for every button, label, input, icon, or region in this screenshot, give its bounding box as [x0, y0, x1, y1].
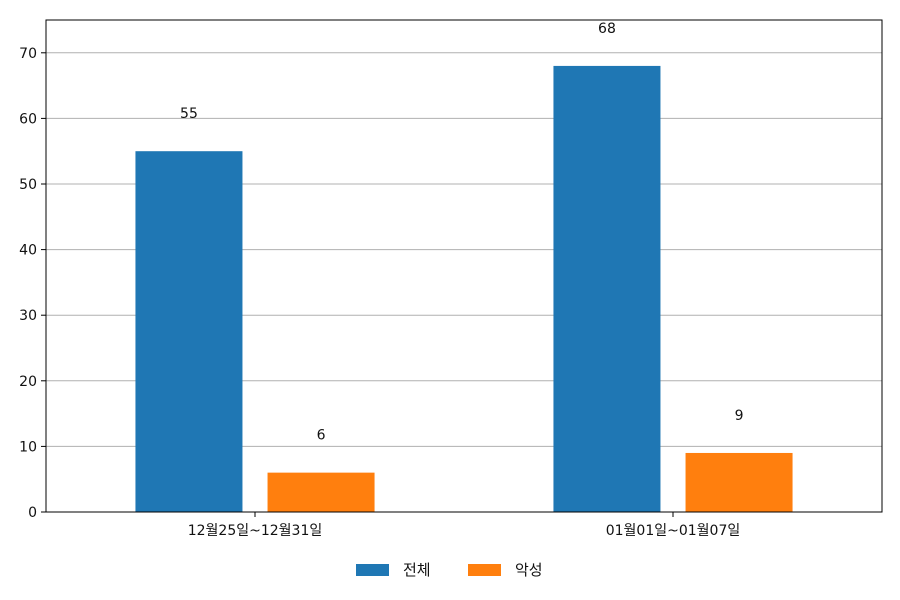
y-tick-label: 40	[19, 243, 37, 259]
y-tick-label: 0	[28, 505, 37, 521]
plot-frame	[45, 19, 883, 513]
y-tick-label: 60	[19, 111, 37, 127]
bar	[685, 452, 793, 512]
legend-label: 전체	[403, 561, 431, 579]
bars	[135, 65, 793, 513]
y-tick-label: 70	[19, 46, 37, 62]
x-tick-label: 01월01일~01월07일	[606, 523, 741, 539]
bar	[267, 472, 375, 512]
y-tick-label: 50	[19, 177, 37, 193]
data-label: 68	[598, 21, 616, 37]
bar	[553, 65, 661, 513]
legend-label: 악성	[515, 561, 543, 579]
x-axis: 12월25일~12월31일 01월01일~01월07일	[188, 512, 741, 539]
legend-swatch	[468, 564, 501, 576]
y-tick-label: 30	[19, 308, 37, 324]
legend-swatch	[356, 564, 389, 576]
y-tick-label: 20	[19, 374, 37, 390]
data-label: 6	[317, 428, 326, 444]
data-label: 9	[735, 408, 744, 424]
bar	[135, 151, 243, 512]
y-tick-label: 10	[19, 439, 37, 455]
legend: 전체 악성	[356, 561, 543, 579]
value-labels: 55 6 68 9	[180, 21, 743, 444]
x-tick-label: 12월25일~12월31일	[188, 523, 323, 539]
y-axis: 0 10 20 30 40 50 60 70	[19, 46, 46, 521]
data-label: 55	[180, 106, 198, 122]
